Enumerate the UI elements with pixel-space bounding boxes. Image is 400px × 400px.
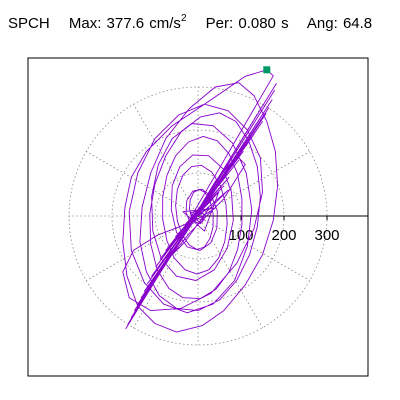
- x-tick-label-1: 100: [228, 227, 253, 244]
- x-tick-label-2: 200: [271, 227, 296, 244]
- trace-group: [122, 69, 279, 333]
- period-value: 0.080 s: [238, 15, 289, 32]
- max-unit: cm/s: [149, 15, 181, 32]
- grid-spoke-5: [86, 151, 199, 217]
- angle-label: Ang:: [306, 15, 338, 32]
- marker-group: [263, 66, 271, 74]
- max-point-marker: [263, 66, 271, 74]
- period-label: Per:: [205, 15, 234, 32]
- max-value: 377.6: [106, 15, 145, 32]
- grid-spoke-4: [133, 104, 199, 217]
- chart-header: SPCH Max: 377.6 cm/s2 Per: 0.080 s Ang: …: [8, 13, 373, 32]
- angle-value: 64.8: [342, 15, 373, 32]
- x-tick-label-3: 300: [314, 227, 339, 244]
- station-code: SPCH: [8, 15, 50, 32]
- grid-spoke-8: [133, 215, 199, 328]
- orbit-trace-0: [122, 69, 279, 333]
- axis-group: 100 200 300: [198, 215, 368, 244]
- grid-spoke-1: [197, 151, 310, 217]
- grid-spoke-10: [197, 215, 263, 328]
- grid-spoke-11: [197, 215, 310, 281]
- grid-spoke-7: [86, 215, 199, 281]
- plot-frame: [27, 57, 369, 377]
- max-unit-exponent: 2: [180, 13, 187, 24]
- max-label: Max:: [68, 15, 102, 32]
